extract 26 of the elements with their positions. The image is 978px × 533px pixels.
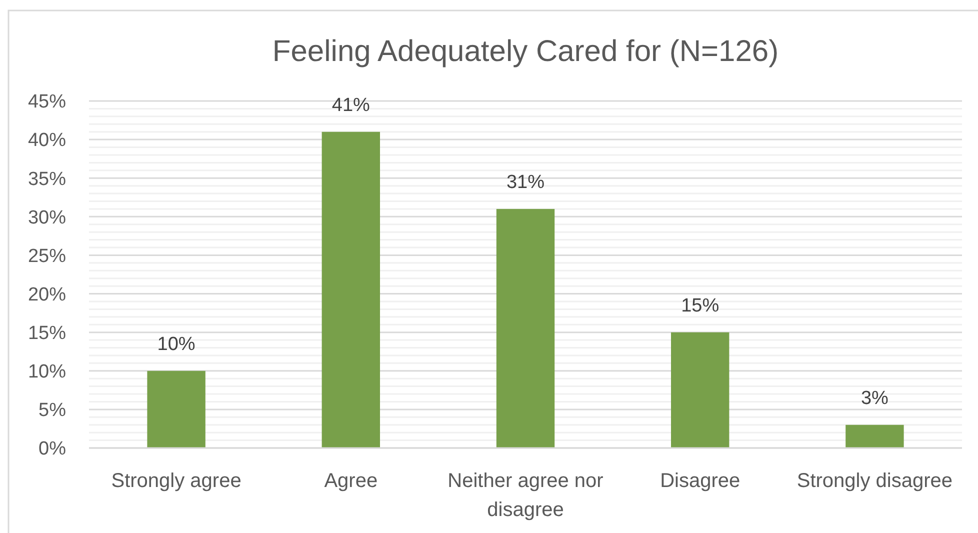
y-tick-label: 25% [28,246,66,267]
y-tick-label: 10% [28,362,66,383]
data-label: 15% [681,295,720,316]
y-tick-label: 40% [28,130,66,152]
data-label: 3% [860,388,889,409]
bar [147,370,206,448]
x-tick-label: Neither agree nor disagree [448,470,604,521]
x-tick-label: Disagree [660,470,740,492]
data-label: 31% [506,172,545,193]
y-tick-label: 20% [28,284,66,306]
y-tick-label: 30% [28,207,66,228]
bar [846,424,904,448]
y-tick-label: 0% [38,438,66,460]
bar [496,208,555,448]
y-tick-label: 45% [28,92,66,113]
y-tick-label: 5% [38,400,66,422]
bar [322,132,380,448]
chart-title: Feeling Adequately Cared for (N=126) [272,35,779,68]
y-tick-label: 15% [28,322,66,344]
data-label: 10% [157,334,196,355]
x-tick-label: Strongly disagree [796,470,953,492]
y-tick-label: 35% [28,168,66,190]
x-tick-label: Agree [324,470,378,492]
data-label: 41% [332,94,370,116]
bar [671,332,730,448]
x-tick-label: Strongly agree [111,470,242,492]
